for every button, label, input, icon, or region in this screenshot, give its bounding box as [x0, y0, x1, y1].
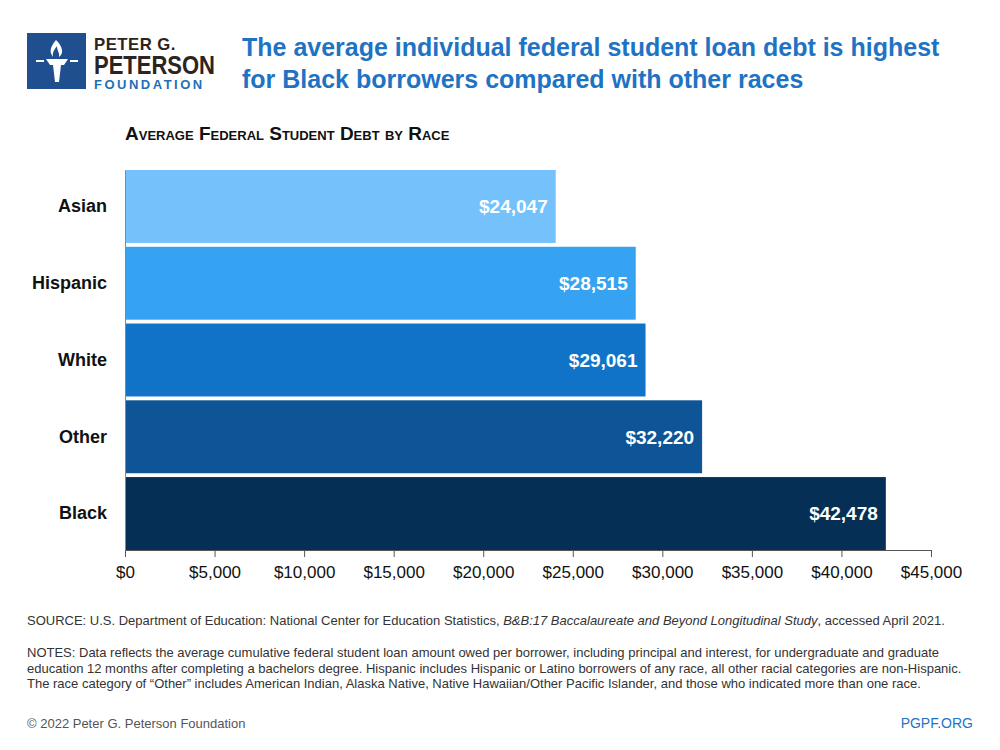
source-text: B&B:17 Baccalaureate and Beyond Longitud… [503, 613, 817, 628]
x-tick-label: $25,000 [543, 563, 604, 582]
x-tick-label: $35,000 [722, 563, 783, 582]
logo-box [27, 33, 86, 89]
title: The average individual federal student l… [242, 33, 940, 61]
x-tick-label: $40,000 [811, 563, 872, 582]
bar [125, 400, 702, 473]
page: {"chart_data": { "type": "bar", "orienta… [0, 0, 1000, 750]
chart-subtitle: Average Federal Student Debt by Race [125, 123, 450, 144]
logo-text: PETERSON [94, 51, 215, 79]
title: for Black borrowers compared with other … [242, 65, 803, 93]
x-tick-mark [394, 550, 395, 557]
logo-ray [36, 60, 44, 62]
x-axis: $0 $5,000 $10,000 $15,000 $20,000 $25,000 $30,… [116, 550, 962, 582]
x-tick-mark [573, 550, 574, 557]
logo: PETER G.PETERSONFOUNDATION [27, 33, 215, 92]
x-tick-label: $5,000 [189, 563, 241, 582]
chart-canvas: PETER G.PETERSONFOUNDATION The average in… [0, 0, 1000, 750]
x-tick-mark [931, 550, 932, 557]
x-tick-mark [304, 550, 305, 557]
bars [125, 170, 886, 550]
website: PGPF.ORG [27, 716, 973, 732]
x-tick: $10,000 [274, 550, 335, 582]
y-tick-label: Black [59, 503, 108, 523]
x-tick-mark [125, 550, 126, 557]
y-axis: Asian Hispanic White Other Black [32, 171, 126, 551]
y-tick-label: Hispanic [32, 273, 107, 293]
data-label: $29,061 [569, 350, 638, 371]
bar [125, 247, 636, 320]
source-text: SOURCE: U.S. Department of Education: Na… [27, 613, 503, 628]
x-tick: $40,000 [811, 550, 872, 582]
x-tick-mark [662, 550, 663, 557]
y-tick: Asian [58, 196, 125, 216]
y-tick-label: Asian [58, 196, 107, 216]
x-tick: $25,000 [543, 550, 604, 582]
x-tick-label: $45,000 [901, 563, 962, 582]
logo-flame [51, 40, 63, 57]
x-tick-label: $20,000 [453, 563, 514, 582]
logo-cup [46, 59, 68, 65]
bar [125, 477, 886, 550]
x-tick: $30,000 [632, 550, 693, 582]
x-axis-line [126, 550, 932, 551]
y-tick: White [58, 350, 125, 370]
x-tick: $35,000 [722, 550, 783, 582]
x-tick: $0 [116, 550, 135, 582]
data-label: $28,515 [559, 273, 628, 294]
logo-ray [70, 60, 78, 62]
source-text: , accessed April 2021. [818, 613, 945, 628]
x-tick: $15,000 [363, 550, 424, 582]
x-tick-mark [752, 550, 753, 557]
notes: NOTES: Data reflects the average cumulat… [27, 645, 973, 692]
x-tick: $45,000 [901, 550, 962, 582]
y-tick: Black [59, 503, 125, 523]
logo-icon [36, 40, 78, 82]
x-tick-label: $0 [116, 563, 135, 582]
copyright: © 2022 Peter G. Peterson Foundation [27, 716, 973, 732]
x-tick-mark [215, 550, 216, 557]
logo-handle [53, 65, 61, 82]
y-tick-label: Other [59, 427, 107, 447]
data-label: $24,047 [479, 196, 548, 217]
y-tick: Other [59, 427, 125, 447]
bar [125, 324, 646, 397]
x-tick-label: $30,000 [632, 563, 693, 582]
bar [125, 170, 556, 243]
data-labels: $24,047 $28,515 $29,061 $32,220 $42,478 [479, 196, 878, 524]
y-tick-label: White [58, 350, 107, 370]
x-tick: $5,000 [189, 550, 241, 582]
y-axis-line [125, 171, 126, 551]
data-label: $32,220 [625, 427, 694, 448]
x-tick-mark [841, 550, 842, 557]
x-tick-mark [483, 550, 484, 557]
source: SOURCE: U.S. Department of Education: Na… [27, 613, 973, 629]
data-label: $42,478 [809, 503, 878, 524]
y-tick: Hispanic [32, 273, 125, 293]
logo-text: FOUNDATION [94, 77, 205, 92]
x-tick: $20,000 [453, 550, 514, 582]
x-tick-label: $15,000 [363, 563, 424, 582]
x-tick-label: $10,000 [274, 563, 335, 582]
